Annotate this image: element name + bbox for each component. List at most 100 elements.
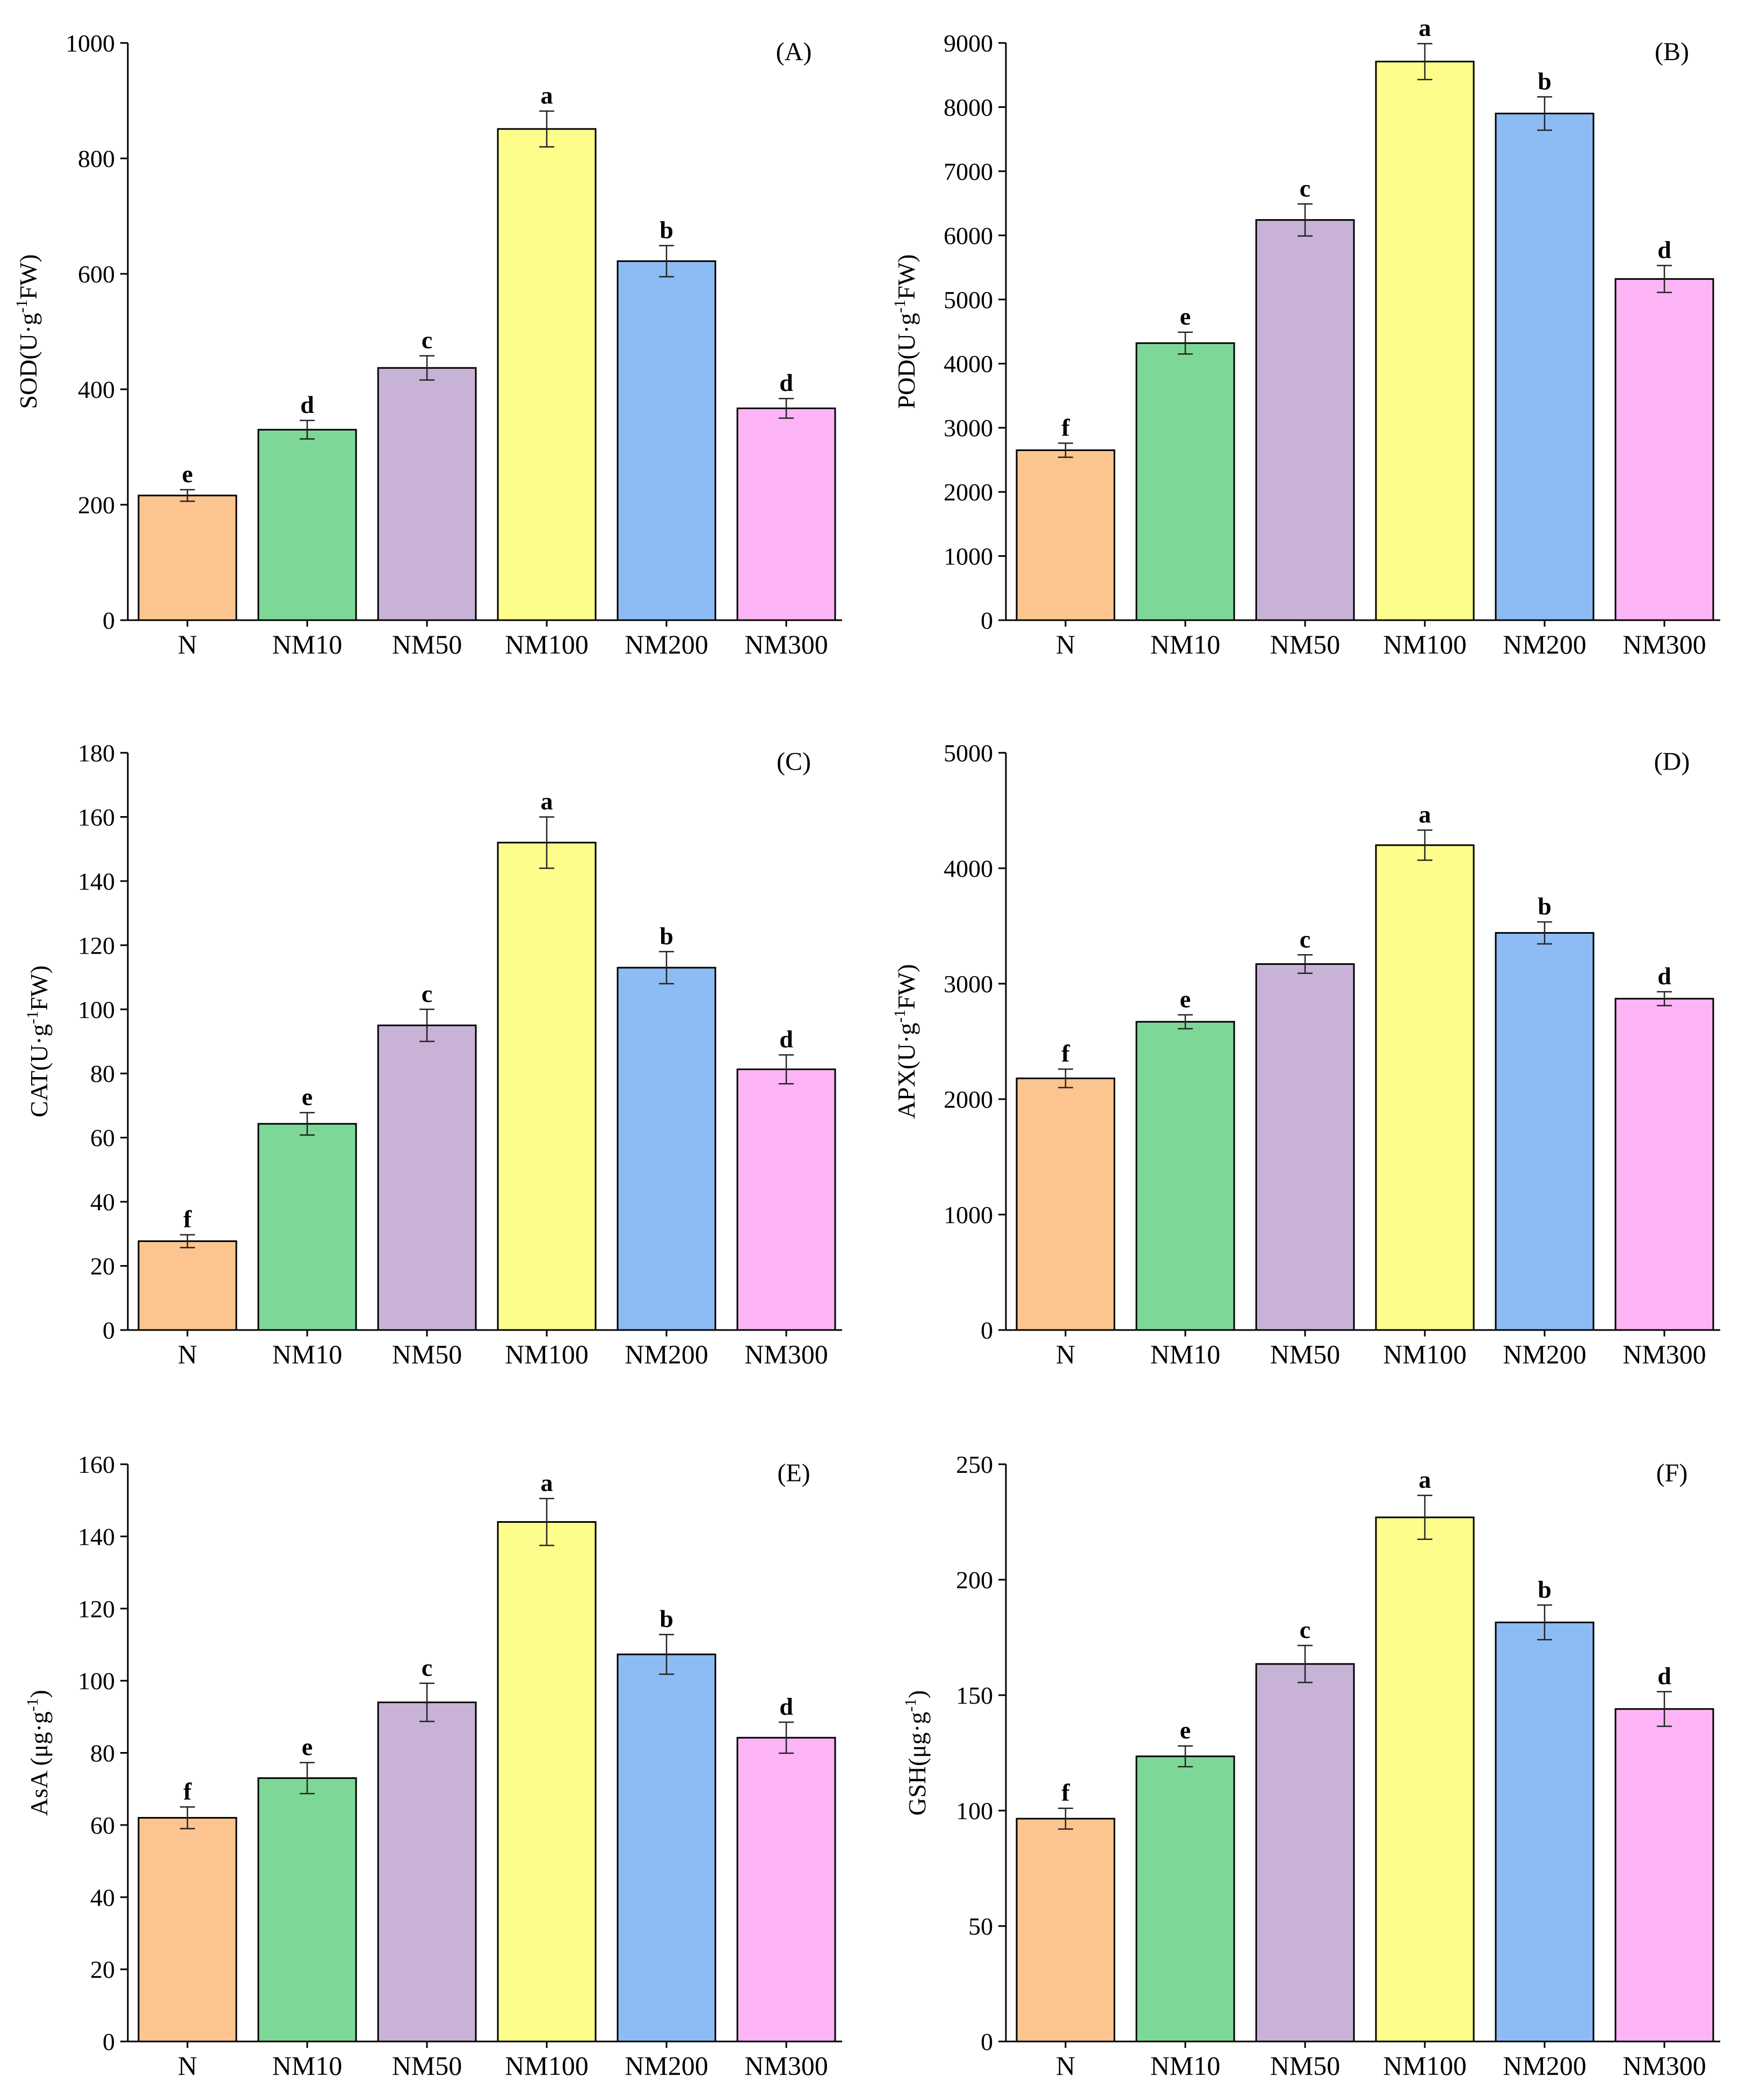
y-axis-title-unit: FW) [893, 254, 920, 299]
y-tick-label: 160 [78, 803, 115, 831]
y-tick-label: 1000 [944, 543, 993, 570]
x-tick-label: N [1056, 1339, 1075, 1369]
y-tick-label: 100 [78, 996, 115, 1023]
y-axis-title-sup: -1 [891, 300, 909, 313]
y-axis-title-sup: -1 [13, 300, 31, 313]
x-tick-label: NM200 [1503, 629, 1586, 659]
significance-letter: b [660, 1605, 673, 1632]
y-tick-label: 180 [78, 739, 115, 767]
y-tick-label: 3000 [944, 970, 993, 998]
significance-letter: d [779, 1692, 793, 1720]
y-tick-label: 5000 [944, 739, 993, 767]
significance-letter: c [422, 980, 432, 1007]
y-tick-label: 200 [956, 1566, 993, 1594]
x-tick-label: NM10 [272, 629, 343, 659]
significance-letter: f [183, 1777, 192, 1805]
significance-letter: d [779, 1026, 793, 1053]
y-axis-title-unit: FW) [893, 964, 920, 1009]
x-tick-label: NM50 [1270, 1339, 1341, 1369]
y-tick-label: 20 [90, 1956, 115, 1983]
y-tick-label: 200 [78, 491, 115, 519]
x-tick-label: NM300 [1622, 1339, 1706, 1369]
bar-nm300 [1614, 998, 1714, 1331]
x-tick-label: NM10 [272, 1339, 343, 1369]
x-tick-label: N [178, 629, 197, 659]
y-axis-title-sup: -1 [902, 1698, 919, 1712]
y-tick-label: 20 [90, 1253, 115, 1280]
bar-nm200 [1495, 1622, 1595, 2043]
y-axis-title-unit: FW) [15, 254, 42, 299]
x-tick-label: NM10 [1150, 2051, 1221, 2081]
y-tick-label: 40 [90, 1188, 115, 1216]
panel-b: 0 1000 2000 3000 4000 5000 6000 7000 8000 9000 POD… [891, 14, 1720, 659]
bar-nm10 [257, 1123, 357, 1331]
x-tick-label: NM50 [392, 2051, 462, 2081]
bar-n [1016, 1077, 1115, 1331]
panel-label: (C) [777, 747, 811, 776]
panel-f: 0 50 100 150 200 250 GSH(μg·g-1) (F) f Ne NM10 c NM5… [902, 1451, 1720, 2081]
y-axis-title-main: APX(U·g [893, 1023, 920, 1119]
x-tick-label: NM300 [1622, 629, 1706, 659]
bar-nm300 [1614, 1708, 1714, 2043]
y-tick-label: 120 [78, 932, 115, 959]
y-tick-label: 400 [78, 376, 115, 403]
y-tick-label: 0 [103, 607, 115, 634]
x-tick-label: NM50 [392, 1339, 462, 1369]
bar-nm200 [617, 967, 716, 1331]
panel-e: 0 20 40 60 80 100 120 140 160 AsA (μg·g-1) (E) f Ne N… [24, 1451, 842, 2081]
significance-letter: b [660, 216, 673, 243]
y-axis-title-unit: ) [25, 1690, 53, 1698]
panel-a: 0 200 400 600 800 1000 SOD(U·g-1FW) (A) e Nd NM10 c… [13, 30, 842, 659]
x-tick-label: N [1056, 629, 1075, 659]
significance-letter: e [182, 460, 193, 488]
y-axis-title-unit: ) [903, 1690, 931, 1698]
significance-letter: c [1300, 1616, 1310, 1644]
bar-nm10 [1135, 342, 1235, 621]
x-tick-label: N [1056, 2051, 1075, 2081]
y-tick-label: 6000 [944, 222, 993, 249]
bar-nm300 [736, 1068, 836, 1331]
y-tick-label: 140 [78, 868, 115, 895]
significance-letter: e [1180, 985, 1191, 1013]
y-tick-label: 0 [981, 607, 993, 634]
y-axis-title: AsA (μg·g-1) [24, 1690, 53, 1816]
y-tick-label: 3000 [944, 415, 993, 442]
x-tick-label: NM100 [505, 1339, 589, 1369]
bar-nm10 [257, 1777, 357, 2043]
bar-nm100 [1375, 844, 1475, 1331]
panel-label: (E) [777, 1459, 810, 1487]
y-tick-label: 600 [78, 260, 115, 288]
x-tick-label: NM10 [272, 2051, 343, 2081]
significance-letter: c [422, 1654, 432, 1681]
bar-nm10 [1135, 1755, 1235, 2043]
bar-n [137, 495, 237, 621]
significance-letter: d [1657, 962, 1671, 990]
bar-nm300 [736, 407, 836, 621]
bar-n [1016, 1818, 1115, 2043]
significance-letter: a [541, 82, 553, 109]
y-tick-label: 4000 [944, 350, 993, 377]
y-tick-label: 40 [90, 1884, 115, 1911]
y-tick-label: 2000 [944, 478, 993, 506]
bar-nm200 [617, 260, 716, 621]
significance-letter: b [1538, 1575, 1552, 1603]
y-axis-title-main: GSH(μg·g [903, 1712, 931, 1815]
significance-letter: a [1419, 1466, 1431, 1493]
y-tick-label: 9000 [944, 30, 993, 57]
y-tick-label: 0 [981, 1317, 993, 1344]
x-tick-label: NM200 [625, 2051, 708, 2081]
y-tick-label: 2000 [944, 1086, 993, 1113]
bar-nm300 [1614, 278, 1714, 621]
significance-letter: b [1538, 67, 1552, 95]
significance-letter: e [302, 1733, 313, 1761]
significance-letter: a [541, 1469, 553, 1496]
y-tick-label: 4000 [944, 855, 993, 882]
significance-letter: d [300, 391, 314, 418]
x-tick-label: NM100 [505, 2051, 589, 2081]
y-tick-label: 250 [956, 1451, 993, 1478]
significance-letter: c [1300, 925, 1310, 953]
significance-letter: f [1061, 1779, 1070, 1806]
bar-nm100 [497, 1521, 597, 2043]
significance-letter: a [541, 787, 553, 815]
